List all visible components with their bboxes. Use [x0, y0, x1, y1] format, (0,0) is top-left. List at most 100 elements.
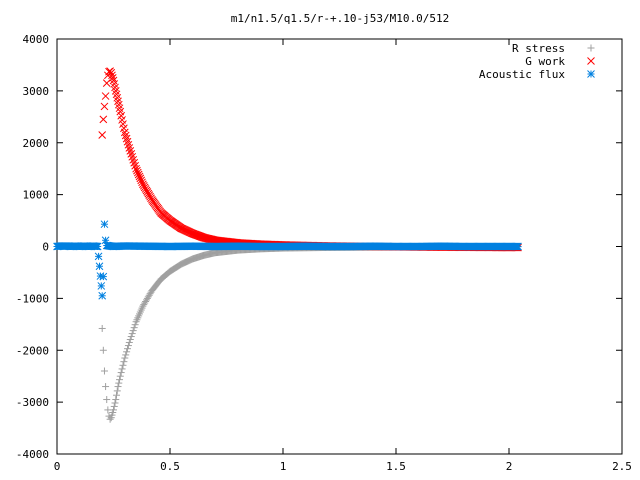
data-point [95, 262, 104, 271]
data-point [121, 354, 129, 362]
y-tick-label: -2000 [16, 344, 49, 357]
legend-marker [587, 57, 595, 65]
data-point [100, 102, 109, 111]
data-point [99, 115, 108, 124]
x-tick-label: 1 [280, 460, 287, 473]
data-point [116, 372, 124, 380]
data-point [99, 346, 107, 354]
data-point [94, 252, 103, 261]
data-point [129, 327, 137, 335]
data-point [107, 68, 116, 77]
legend-label: Acoustic flux [479, 68, 565, 81]
data-point [137, 176, 146, 185]
data-point [123, 348, 131, 356]
y-tick-label: -3000 [16, 396, 49, 409]
data-point [139, 302, 147, 310]
y-tick-label: -4000 [16, 448, 49, 461]
data-point [126, 147, 135, 155]
data-point [103, 396, 111, 404]
data-point [133, 166, 141, 175]
series-layer [53, 67, 522, 423]
data-point [119, 361, 127, 369]
data-point [112, 396, 120, 404]
chart-title: m1/n1.5/q1.5/r-+.10-j53/M10.0/512 [231, 12, 450, 25]
y-tick-label: 2000 [23, 137, 50, 150]
data-point [125, 338, 133, 346]
data-point [134, 170, 143, 179]
data-point [141, 299, 149, 307]
data-point [106, 415, 114, 423]
y-tick-label: -1000 [16, 292, 49, 305]
data-point [146, 290, 154, 298]
data-point [142, 297, 150, 305]
data-point [135, 172, 144, 181]
data-point [98, 131, 107, 139]
data-point [116, 376, 124, 384]
data-point [110, 406, 117, 414]
data-point [130, 158, 139, 167]
y-tick-label: 0 [42, 241, 49, 254]
y-tick-label: 4000 [23, 33, 50, 46]
y-tick-label: 1000 [23, 189, 50, 202]
data-point [130, 324, 138, 332]
data-point [102, 383, 110, 391]
data-point [110, 402, 118, 410]
data-point [98, 324, 106, 332]
data-point [128, 152, 137, 161]
data-point [144, 293, 152, 301]
data-point [143, 294, 151, 302]
data-point [128, 330, 136, 338]
data-point [108, 71, 116, 80]
data-point [108, 74, 117, 82]
legend-marker [587, 70, 595, 78]
x-tick-label: 0.5 [160, 460, 180, 473]
data-point [118, 365, 126, 373]
data-point [98, 291, 107, 300]
x-tick-label: 2 [506, 460, 513, 473]
data-point [127, 150, 136, 158]
legend-label: R stress [512, 42, 565, 55]
data-point [113, 387, 121, 395]
data-point [100, 367, 108, 375]
data-point [101, 92, 110, 100]
legend-marker [587, 44, 595, 52]
x-tick-label: 0 [54, 460, 61, 473]
data-point [122, 351, 130, 359]
data-point [124, 342, 132, 350]
data-point [125, 144, 134, 152]
data-point [129, 155, 138, 164]
data-point [127, 333, 135, 341]
data-point [514, 242, 522, 251]
data-point [99, 272, 108, 281]
data-point [100, 220, 109, 229]
data-point [97, 282, 106, 290]
axis-ticks: 0 0.5 1 1.5 2 2.5 4000 3000 2000 1000 0 -1000 -2000 -… [16, 33, 632, 473]
series-acoustic-flux [53, 220, 522, 300]
data-point [124, 345, 132, 353]
data-point [102, 79, 111, 87]
series-r-stress [98, 243, 522, 423]
series-g-work [98, 67, 522, 252]
legend-label: G work [525, 55, 565, 68]
data-point [113, 391, 121, 399]
data-point [140, 301, 148, 309]
data-point [93, 242, 102, 251]
data-point [126, 336, 134, 344]
data-point [132, 164, 140, 173]
data-point [131, 161, 139, 170]
data-point [136, 174, 145, 183]
data-point [114, 383, 122, 391]
data-point [142, 296, 150, 304]
y-tick-label: 3000 [23, 85, 50, 98]
data-point [111, 399, 119, 407]
x-tick-label: 1.5 [386, 460, 406, 473]
x-tick-label: 2.5 [612, 460, 632, 473]
data-point [145, 291, 153, 299]
data-point [115, 379, 123, 387]
data-point [120, 358, 128, 366]
data-point [131, 321, 139, 329]
data-point [133, 168, 142, 177]
data-point [117, 369, 125, 377]
